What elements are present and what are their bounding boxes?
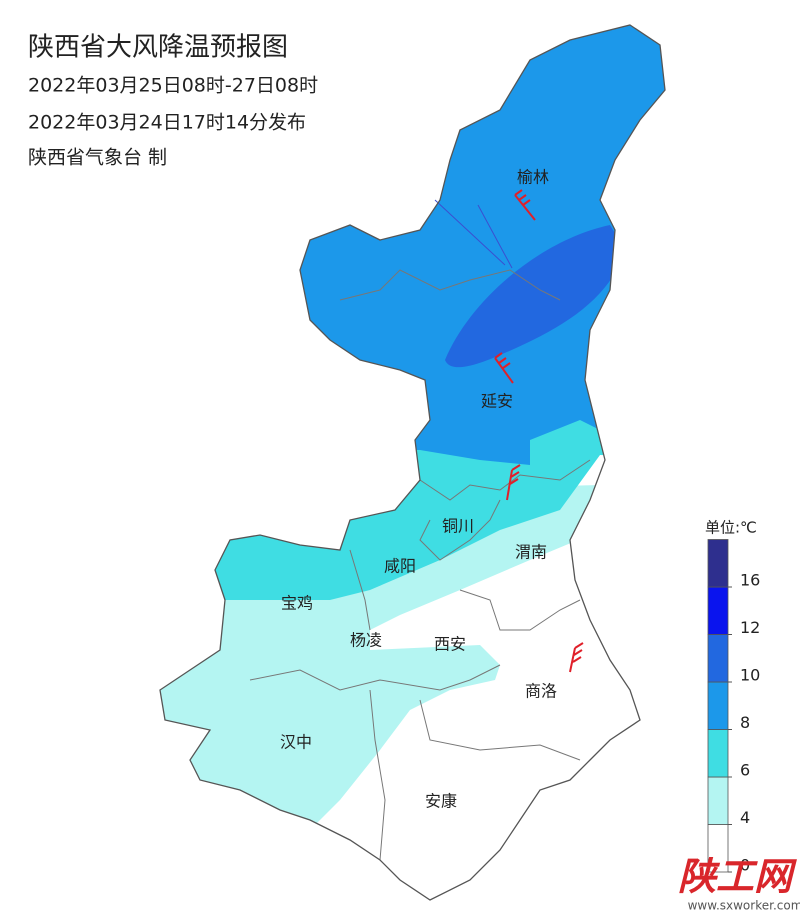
city-label: 榆林 bbox=[517, 168, 549, 187]
border-line bbox=[419, 499, 501, 561]
legend-swatch bbox=[707, 681, 729, 730]
city-label: 商洛 bbox=[525, 682, 557, 701]
legend-tick-label: 4 bbox=[740, 808, 750, 827]
issue-time: 2022年03月24日17时14分发布 bbox=[28, 112, 306, 134]
wind-barb bbox=[494, 352, 514, 384]
title: 陕西省大风降温预报图 bbox=[28, 33, 288, 63]
border-line bbox=[339, 269, 561, 301]
legend-tick-label: 12 bbox=[740, 618, 760, 637]
wind-barb bbox=[514, 189, 536, 221]
city-label: 铜川 bbox=[442, 517, 474, 536]
wind-barbs bbox=[494, 189, 584, 673]
legend-swatch bbox=[707, 634, 729, 683]
border-line bbox=[369, 689, 386, 861]
legend-tick-label: 6 bbox=[740, 761, 750, 780]
legend-tick-label: 16 bbox=[740, 571, 760, 590]
watermark-url: www.sxworker.com bbox=[688, 899, 800, 913]
border-line bbox=[249, 664, 581, 761]
city-label: 安康 bbox=[425, 792, 457, 811]
legend-tick-label: 10 bbox=[740, 666, 760, 685]
legend-swatch bbox=[707, 729, 729, 778]
legend-swatch bbox=[707, 539, 729, 588]
region-10-12 bbox=[445, 225, 625, 368]
wind-barb bbox=[569, 642, 584, 673]
issuer: 陕西省气象台 制 bbox=[28, 147, 167, 169]
legend-title: 单位:℃ bbox=[705, 519, 757, 537]
city-label: 宝鸡 bbox=[281, 594, 313, 613]
legend-swatch bbox=[707, 586, 729, 635]
legend-swatch bbox=[707, 776, 729, 825]
legend: 0 4 6 8 10 12 16 bbox=[707, 539, 760, 875]
legend-tick-label: 8 bbox=[740, 713, 750, 732]
legend-tick-label: 0 bbox=[740, 856, 750, 875]
city-label: 渭南 bbox=[515, 543, 547, 562]
border-line bbox=[349, 549, 581, 631]
river bbox=[434, 199, 513, 269]
city-label: 西安 bbox=[434, 635, 466, 654]
city-label: 延安 bbox=[481, 392, 513, 411]
watermark-logo: 陕工网 bbox=[678, 854, 797, 899]
city-label: 汉中 bbox=[280, 733, 312, 752]
city-label: 杨凌 bbox=[350, 631, 382, 650]
wind-barb bbox=[506, 464, 521, 501]
forecast-period: 2022年03月25日08时-27日08时 bbox=[28, 75, 318, 97]
city-label: 咸阳 bbox=[384, 557, 416, 576]
border-line bbox=[419, 459, 591, 501]
inner-borders bbox=[249, 199, 591, 861]
region-8-10 bbox=[160, 25, 665, 465]
